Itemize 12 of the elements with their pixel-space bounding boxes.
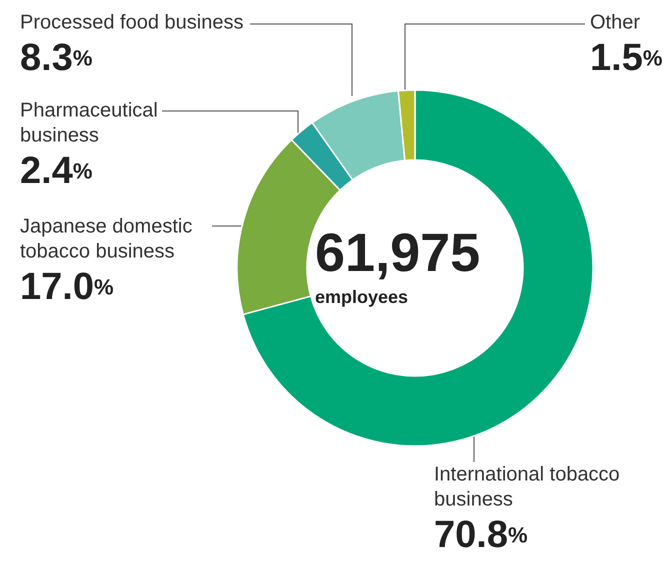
slice-label: Other [590,12,640,34]
slice-label: International tobacco business [434,464,620,510]
slice-label: Pharmaceutical business [20,100,158,146]
data-label: 2.4% [20,150,92,192]
text: employees [315,287,408,307]
slice-label: Japanese domestic tobacco business [20,216,192,262]
text: 61,975 [315,223,480,283]
data-label: 1.5% [590,37,662,79]
data-label: 17.0% [20,266,114,308]
data-label: 8.3% [20,37,92,79]
data-label: 70.8% [434,514,528,556]
slice-label: Processed food business [20,12,244,34]
